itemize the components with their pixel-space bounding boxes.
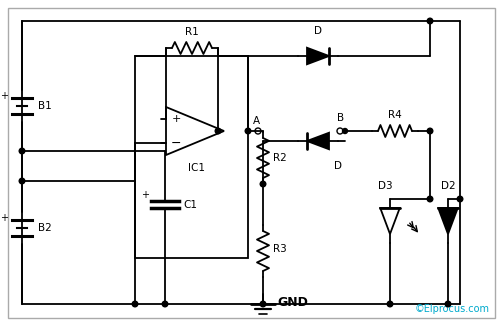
Text: ©Elprocus.com: ©Elprocus.com: [415, 304, 490, 314]
Text: GND: GND: [277, 295, 308, 308]
Text: B2: B2: [38, 223, 52, 233]
Circle shape: [215, 128, 221, 134]
Text: R3: R3: [273, 244, 287, 254]
Text: D3: D3: [378, 181, 392, 191]
Text: +: +: [0, 91, 8, 101]
Text: B1: B1: [38, 101, 52, 111]
Circle shape: [427, 128, 433, 134]
Circle shape: [162, 301, 168, 307]
Circle shape: [427, 196, 433, 202]
Text: D: D: [314, 26, 322, 36]
Circle shape: [427, 18, 433, 24]
Text: +: +: [141, 189, 149, 200]
Polygon shape: [307, 133, 329, 149]
Text: IC1: IC1: [189, 163, 206, 173]
Circle shape: [260, 181, 266, 187]
Text: B: B: [337, 113, 344, 123]
Text: R2: R2: [273, 153, 287, 163]
Text: D: D: [334, 161, 342, 171]
Circle shape: [19, 178, 25, 184]
Circle shape: [245, 128, 251, 134]
Text: +: +: [0, 213, 8, 223]
Circle shape: [457, 196, 463, 202]
Circle shape: [19, 148, 25, 154]
Circle shape: [343, 128, 348, 134]
Text: −: −: [171, 137, 181, 150]
Circle shape: [445, 301, 451, 307]
Circle shape: [387, 301, 393, 307]
Circle shape: [132, 301, 138, 307]
Circle shape: [260, 301, 266, 307]
Bar: [135, 56, 248, 258]
Polygon shape: [438, 208, 458, 234]
Text: D2: D2: [441, 181, 455, 191]
Text: A: A: [253, 116, 260, 126]
Polygon shape: [307, 48, 329, 64]
Text: R1: R1: [185, 27, 199, 37]
Polygon shape: [380, 208, 400, 234]
Text: +: +: [172, 114, 181, 124]
Text: C1: C1: [183, 200, 197, 210]
Text: R4: R4: [388, 110, 402, 120]
